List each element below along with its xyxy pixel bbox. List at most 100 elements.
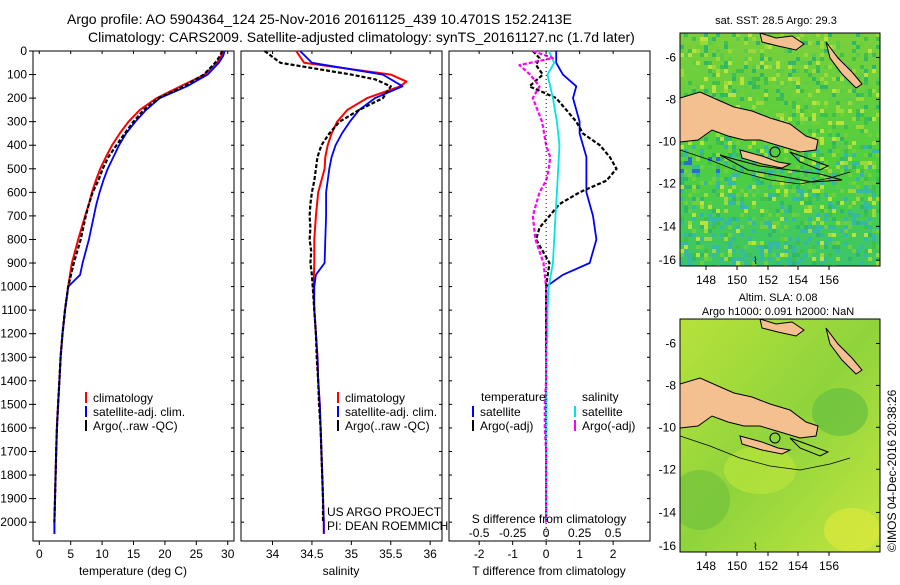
sst-pixel [748, 145, 752, 149]
sst-pixel [736, 89, 740, 93]
sst-pixel [680, 221, 684, 225]
sst-pixel [760, 213, 764, 217]
sst-pixel [688, 81, 692, 85]
sst-pixel [752, 229, 756, 233]
lat-tick-label: -16 [659, 539, 677, 553]
sst-pixel [696, 241, 700, 245]
t-difference-xlabel: T difference from climatology [472, 564, 626, 578]
sst-pixel [828, 137, 832, 141]
sst-pixel [692, 213, 696, 217]
sst-pixel [840, 53, 844, 57]
sst-pixel [832, 93, 836, 97]
sst-pixel [788, 69, 792, 73]
legend-label-satellite: satellite-adj. clim. [93, 405, 185, 419]
sst-pixel [864, 53, 868, 57]
sst-pixel [768, 193, 772, 197]
sst-pixel [856, 109, 860, 113]
sst-pixel [704, 53, 708, 57]
sst-pixel [692, 85, 696, 89]
sst-pixel [784, 113, 788, 117]
sst-pixel [832, 149, 836, 153]
sst-pixel [860, 245, 864, 249]
sst-pixel [752, 185, 756, 189]
sst-pixel [808, 105, 812, 109]
sst-pixel [680, 145, 684, 149]
sst-pixel [852, 165, 856, 169]
sst-pixel [808, 253, 812, 257]
sst-pixel [700, 181, 704, 185]
sst-pixel [824, 49, 828, 53]
sst-pixel [692, 185, 696, 189]
sst-pixel [728, 157, 732, 161]
sst-pixel [824, 33, 828, 37]
sst-pixel [680, 197, 684, 201]
sst-pixel [776, 253, 780, 257]
sst-pixel [856, 69, 860, 73]
sst-pixel [876, 229, 880, 233]
sst-pixel [776, 213, 780, 217]
sst-pixel [860, 41, 864, 45]
sst-pixel [712, 225, 716, 229]
sst-pixel [684, 93, 688, 97]
sst-pixel [692, 89, 696, 93]
sst-pixel [712, 89, 716, 93]
sst-pixel [856, 93, 860, 97]
bathymetry-contour [680, 149, 851, 185]
sst-pixel [836, 245, 840, 249]
sst-pixel [768, 257, 772, 261]
sst-pixel [804, 69, 808, 73]
sst-pixel [776, 189, 780, 193]
sst-pixel [808, 161, 812, 165]
sst-pixel [764, 221, 768, 225]
sst-pixel [788, 261, 792, 265]
sst-pixel [728, 225, 732, 229]
sst-pixel [824, 73, 828, 77]
sst-pixel [716, 93, 720, 97]
sst-pixel [736, 33, 740, 37]
sst-pixel [704, 253, 708, 257]
sst-pixel [856, 117, 860, 121]
sst-pixel [760, 253, 764, 257]
sst-pixel [752, 261, 756, 265]
sst-pixel [836, 121, 840, 125]
sst-pixel [784, 101, 788, 105]
sst-pixel [720, 257, 724, 261]
sst-pixel [732, 249, 736, 253]
sst-pixel [868, 165, 872, 169]
land-annotation: ⌇ [753, 256, 758, 267]
sst-pixel [684, 205, 688, 209]
sst-pixel [868, 173, 872, 177]
sst-pixel [808, 249, 812, 253]
sst-pixel [716, 81, 720, 85]
sst-pixel [844, 225, 848, 229]
sst-pixel [720, 217, 724, 221]
sst-pixel [832, 153, 836, 157]
sst-pixel [760, 65, 764, 69]
sst-pixel [828, 133, 832, 137]
depth-tick-label: 1600 [0, 421, 27, 435]
sst-pixel [864, 165, 868, 169]
sst-pixel [680, 253, 684, 257]
sst-pixel [680, 81, 684, 85]
sst-pixel [804, 241, 808, 245]
legend-label-s-satellite: satellite [582, 405, 623, 419]
sst-pixel [736, 161, 740, 165]
sst-pixel [764, 45, 768, 49]
sst-pixel [820, 165, 824, 169]
sst-pixel [760, 165, 764, 169]
sst-pixel [832, 45, 836, 49]
sst-pixel [760, 209, 764, 213]
sst-pixel [808, 93, 812, 97]
sst-pixel [860, 97, 864, 101]
sst-pixel [808, 185, 812, 189]
sst-pixel [684, 253, 688, 257]
sst-pixel [760, 225, 764, 229]
sst-pixel [752, 205, 756, 209]
sst-pixel [704, 37, 708, 41]
sst-pixel [788, 101, 792, 105]
sst-pixel [740, 249, 744, 253]
sst-pixel [748, 97, 752, 101]
island-outline-1 [789, 437, 830, 457]
sst-pixel [876, 77, 880, 81]
sst-pixel [840, 189, 844, 193]
